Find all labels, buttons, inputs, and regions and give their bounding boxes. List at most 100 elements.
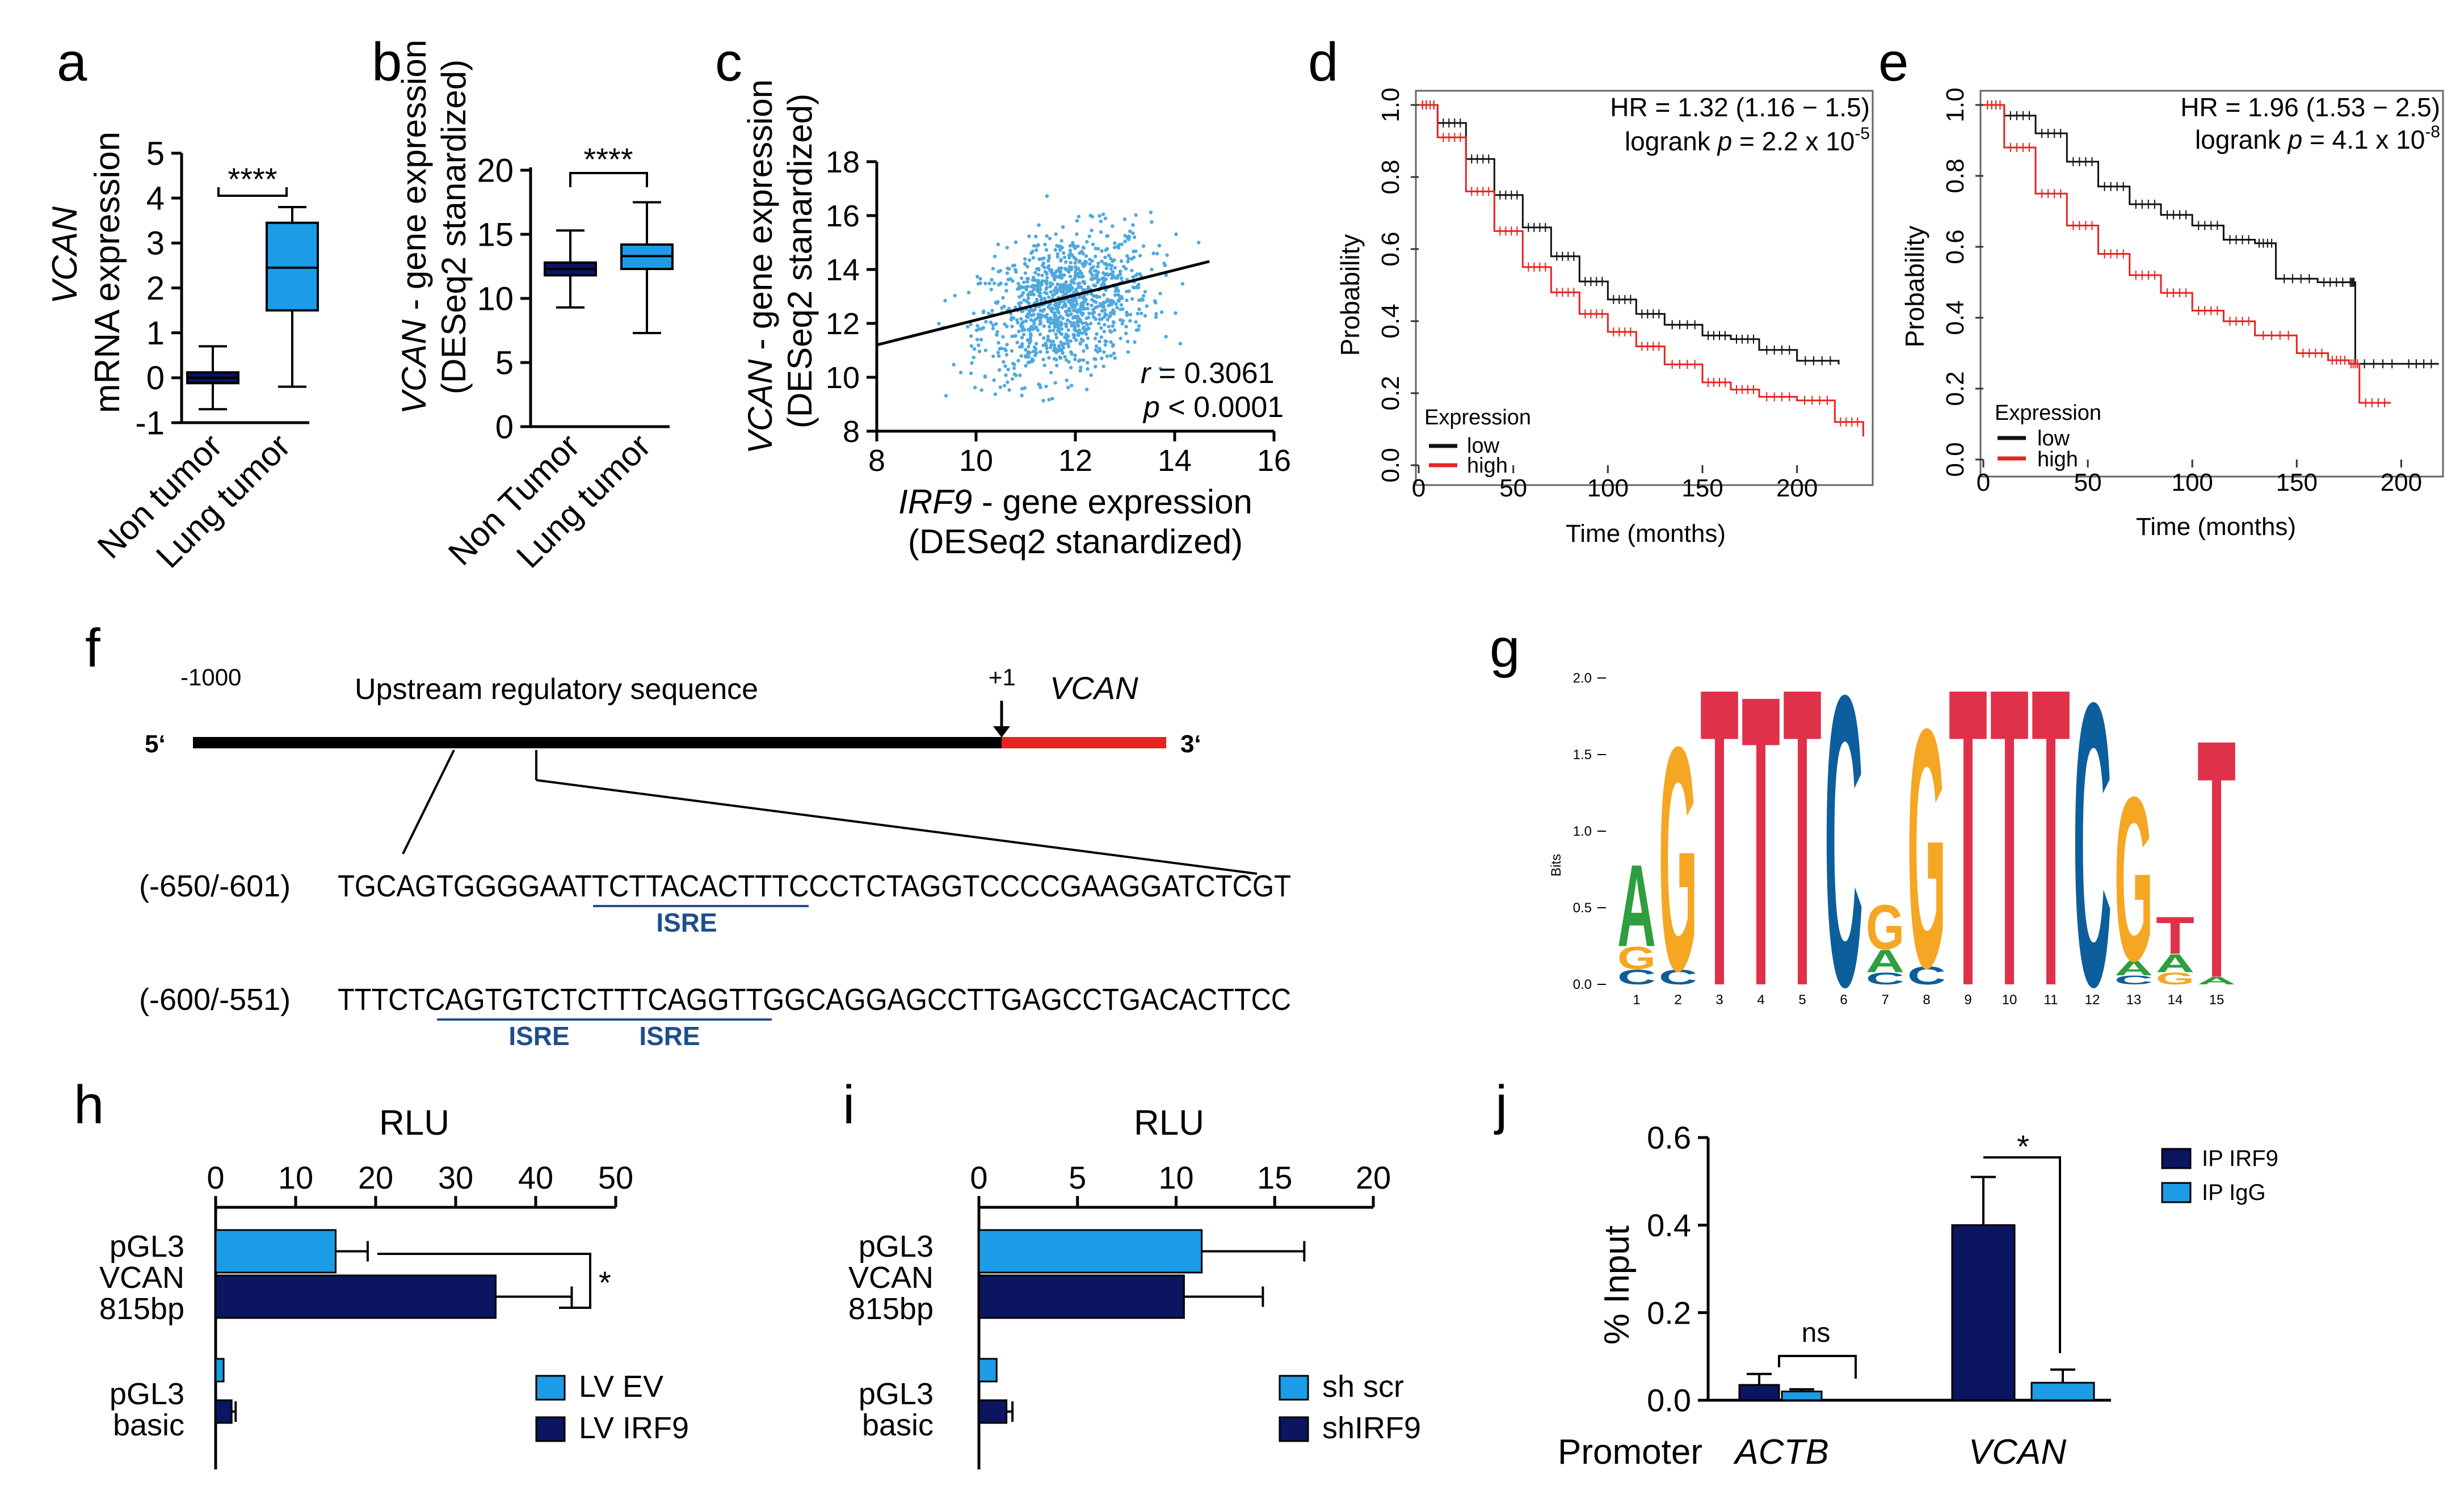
scatter-point [1029,251,1033,255]
bar-sh-scr [978,1229,1203,1274]
scatter-point [1096,261,1100,266]
panel-d-p: p [1717,127,1733,156]
scatter-point [1072,321,1076,325]
panel-b-significance: **** [583,141,633,177]
scatter-point [1079,337,1083,342]
scatter-point [1021,309,1025,313]
scatter-point [1094,246,1098,251]
scatter-point [1071,298,1075,302]
scatter-point [1057,344,1061,348]
scatter-point [1054,232,1058,236]
scatter-point [1053,314,1057,319]
scatter-point [1087,326,1091,331]
logo-letter-C: C [2114,973,2153,987]
scatter-point [1062,273,1066,277]
scatter-point [1104,248,1108,252]
scatter-point [1044,248,1049,252]
logo-position: 3 [1715,992,1723,1008]
y-tick-label: 0.2 [1941,371,1969,406]
scatter-point [1107,253,1111,258]
scatter-point [1021,332,1026,336]
scatter-point [1155,251,1159,256]
scatter-point [1027,341,1032,346]
panel-f-seq1-range: (-650/-601) [139,869,291,903]
panel-h-legend-irf9: LV IRF9 [579,1411,689,1445]
scatter-point [1119,259,1124,263]
scatter-point [1131,231,1135,235]
scatter-point [1052,293,1056,297]
scatter-point [1075,232,1079,236]
scatter-point [1019,284,1023,289]
scatter-point [1039,313,1044,318]
scatter-point [996,354,1001,358]
scatter-point [996,269,1000,274]
scatter-point [1034,342,1038,346]
scatter-point [1174,311,1178,315]
scatter-point [1074,288,1078,292]
panel-j-legend-igg: IP IgG [2202,1180,2266,1205]
scatter-point [990,277,994,282]
scatter-point [1047,325,1052,329]
scatter-point [1027,328,1031,332]
scatter-point [1011,264,1015,268]
logo-letter-A: A [1617,841,1656,971]
scatter-point [1071,332,1075,336]
scatter-point [1045,346,1049,351]
scatter-point [1109,267,1113,271]
scatter-point [1092,276,1096,280]
scatter-point [1073,324,1077,328]
scatter-point [1055,243,1059,248]
panel-e-xticks: 0 50 100 150 200 [1977,460,2422,496]
panel-f-five-prime: 5‘ [145,730,166,758]
bar-shIRF9 [978,1399,1008,1424]
scatter-point [1086,336,1090,340]
scatter-point [1132,249,1136,254]
scatter-point [994,322,998,326]
scatter-point [1098,313,1101,317]
scatter-point [1042,296,1046,301]
panel-d-legend-high: high [1467,454,1508,478]
y-tick-label: 3 [146,225,165,262]
scatter-point [1070,286,1074,290]
scatter-point [1105,299,1109,303]
x-tick-label: 150 [1681,474,1723,502]
scatter-point [972,311,976,315]
scatter-point [1079,250,1084,254]
scatter-point [1045,234,1049,238]
scatter-point [1036,279,1040,283]
svg-text:logrank p = 4.1 x 10-8: logrank p = 4.1 x 10-8 [2195,123,2440,154]
scatter-point [1025,276,1029,281]
scatter-point [1054,290,1059,295]
scatter-point [1107,304,1111,308]
scatter-point [1034,234,1038,239]
scatter-point [1105,234,1110,238]
x-tick-label: 30 [438,1160,473,1195]
scatter-point [1074,308,1078,313]
scatter-point [1045,313,1049,317]
scatter-point [1050,306,1054,310]
scatter-point [1037,223,1041,227]
scatter-point [1053,321,1057,325]
scatter-point [1059,348,1063,352]
scatter-point [966,325,970,329]
panel-j-significance: * [2017,1128,2029,1164]
scatter-point [1053,248,1057,252]
scatter-point [981,326,986,330]
x-tick-label: 20 [358,1160,393,1195]
scatter-point [1065,338,1069,342]
scatter-point [1127,289,1131,293]
scatter-point [1073,273,1077,277]
scatter-point [1068,244,1073,248]
scatter-point [1100,309,1104,313]
y-tick-label: 1.0 [1573,824,1592,839]
scatter-point [1128,313,1133,317]
y-tick-label: 20 [477,152,514,189]
scatter-point [1028,336,1032,340]
scatter-point [1137,324,1141,328]
scatter-point [1037,382,1041,386]
scatter-point [995,333,999,337]
logo-letter-T: T [2032,600,2070,1075]
logo-position: 13 [2126,992,2142,1008]
svg-text:p < 0.0001: p < 0.0001 [1142,391,1284,424]
panel-e-xlabel: Time (months) [2136,513,2296,541]
